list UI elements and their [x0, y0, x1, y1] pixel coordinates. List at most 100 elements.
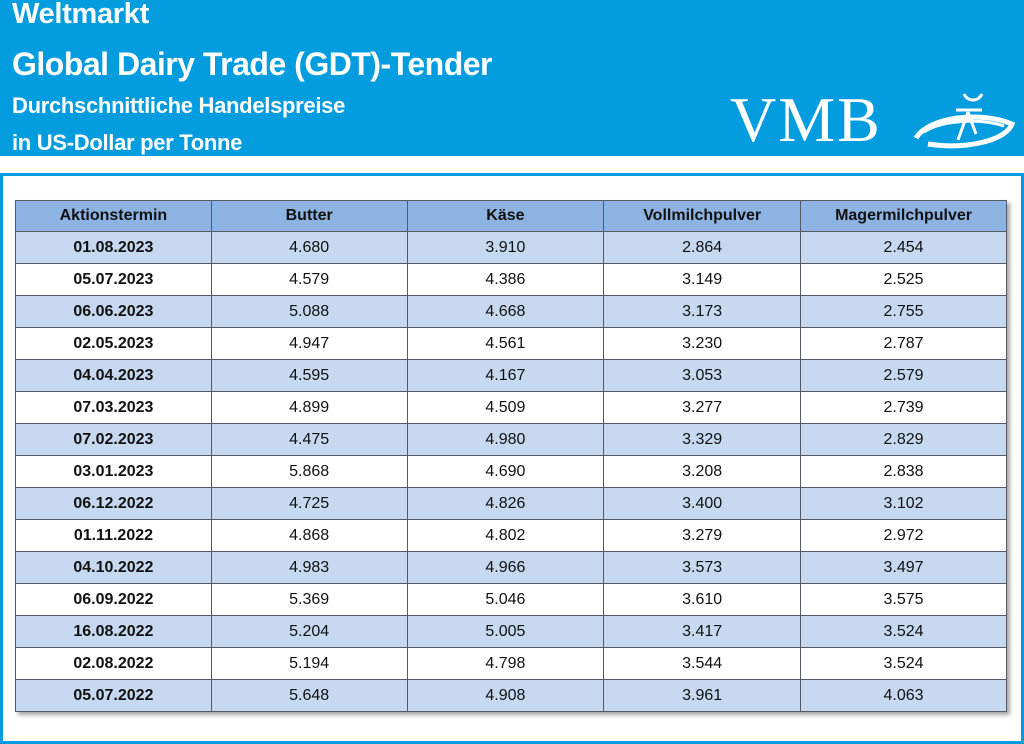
cell-cheese: 3.910 [406, 231, 605, 264]
cell-whole-milk-powder: 3.230 [603, 327, 802, 360]
table-row: 06.06.2023 5.088 4.668 3.173 2.755 [15, 295, 1007, 328]
cell-whole-milk-powder: 3.610 [603, 583, 802, 616]
table-row: 04.10.2022 4.983 4.966 3.573 3.497 [15, 551, 1007, 584]
cell-butter: 4.680 [210, 231, 408, 264]
table-row: 02.05.2023 4.947 4.561 3.230 2.787 [15, 327, 1007, 360]
cell-cheese: 4.826 [406, 487, 605, 520]
cell-whole-milk-powder: 3.961 [603, 679, 802, 712]
logo-emblem-icon [913, 93, 1016, 149]
cell-butter: 4.579 [210, 263, 408, 296]
cell-date: 04.04.2023 [15, 359, 212, 392]
cell-date: 07.03.2023 [15, 391, 212, 424]
cell-cheese: 4.966 [406, 551, 605, 584]
cell-skim-milk-powder: 2.787 [800, 327, 1007, 360]
cell-butter: 5.204 [210, 615, 408, 648]
cell-skim-milk-powder: 3.524 [800, 647, 1007, 680]
cell-cheese: 4.980 [406, 423, 605, 456]
cell-skim-milk-powder: 2.972 [800, 519, 1007, 552]
cell-date: 01.08.2023 [15, 231, 212, 264]
cell-cheese: 4.167 [406, 359, 605, 392]
cell-skim-milk-powder: 2.755 [800, 295, 1007, 328]
cell-skim-milk-powder: 2.838 [800, 455, 1007, 488]
cell-skim-milk-powder: 3.575 [800, 583, 1007, 616]
column-header-date: Aktionstermin [15, 200, 212, 232]
cell-butter: 4.475 [210, 423, 408, 456]
cell-skim-milk-powder: 2.739 [800, 391, 1007, 424]
cell-butter: 5.088 [210, 295, 408, 328]
table-row: 02.08.2022 5.194 4.798 3.544 3.524 [15, 647, 1007, 680]
header-subtitle: Global Dairy Trade (GDT)-Tender [12, 46, 492, 82]
cell-cheese: 4.668 [406, 295, 605, 328]
table-row: 01.11.2022 4.868 4.802 3.279 2.972 [15, 519, 1007, 552]
table-row: 06.12.2022 4.725 4.826 3.400 3.102 [15, 487, 1007, 520]
cell-date: 03.01.2023 [15, 455, 212, 488]
cell-whole-milk-powder: 3.053 [603, 359, 802, 392]
cell-whole-milk-powder: 3.208 [603, 455, 802, 488]
cell-date: 06.12.2022 [15, 487, 212, 520]
cell-butter: 5.194 [210, 647, 408, 680]
cell-butter: 5.648 [210, 679, 408, 712]
table-row: 06.09.2022 5.369 5.046 3.610 3.575 [15, 583, 1007, 616]
cell-butter: 4.899 [210, 391, 408, 424]
cell-butter: 5.369 [210, 583, 408, 616]
cell-butter: 4.868 [210, 519, 408, 552]
header-banner: Weltmarkt Global Dairy Trade (GDT)-Tende… [0, 0, 1024, 156]
cell-date: 06.09.2022 [15, 583, 212, 616]
cell-date: 02.05.2023 [15, 327, 212, 360]
cell-skim-milk-powder: 3.102 [800, 487, 1007, 520]
cell-cheese: 5.046 [406, 583, 605, 616]
vmb-logo: VMB [730, 88, 1020, 156]
cell-date: 06.06.2023 [15, 295, 212, 328]
cell-skim-milk-powder: 2.454 [800, 231, 1007, 264]
cell-skim-milk-powder: 2.829 [800, 423, 1007, 456]
header-title: Weltmarkt [12, 0, 149, 30]
cell-date: 05.07.2023 [15, 263, 212, 296]
cell-cheese: 4.509 [406, 391, 605, 424]
cell-whole-milk-powder: 3.173 [603, 295, 802, 328]
cell-whole-milk-powder: 3.544 [603, 647, 802, 680]
cell-skim-milk-powder: 2.579 [800, 359, 1007, 392]
table-frame: Aktionstermin Butter Käse Vollmilchpulve… [0, 173, 1024, 744]
cell-butter: 4.595 [210, 359, 408, 392]
cell-skim-milk-powder: 4.063 [800, 679, 1007, 712]
cell-whole-milk-powder: 3.149 [603, 263, 802, 296]
column-header-whole-milk-powder: Vollmilchpulver [603, 200, 802, 232]
table-row: 05.07.2023 4.579 4.386 3.149 2.525 [15, 263, 1007, 296]
column-header-cheese: Käse [406, 200, 605, 232]
cell-cheese: 4.690 [406, 455, 605, 488]
cell-cheese: 4.908 [406, 679, 605, 712]
table-row: 16.08.2022 5.204 5.005 3.417 3.524 [15, 615, 1007, 648]
gdt-price-table: Aktionstermin Butter Käse Vollmilchpulve… [15, 200, 1007, 712]
table-row: 07.02.2023 4.475 4.980 3.329 2.829 [15, 423, 1007, 456]
table-row: 07.03.2023 4.899 4.509 3.277 2.739 [15, 391, 1007, 424]
cell-whole-milk-powder: 3.329 [603, 423, 802, 456]
column-header-butter: Butter [210, 200, 408, 232]
cell-skim-milk-powder: 2.525 [800, 263, 1007, 296]
cell-date: 05.07.2022 [15, 679, 212, 712]
cell-whole-milk-powder: 3.400 [603, 487, 802, 520]
cell-whole-milk-powder: 3.417 [603, 615, 802, 648]
cell-butter: 5.868 [210, 455, 408, 488]
cell-whole-milk-powder: 3.573 [603, 551, 802, 584]
cell-date: 16.08.2022 [15, 615, 212, 648]
cell-cheese: 4.386 [406, 263, 605, 296]
table-header-row: Aktionstermin Butter Käse Vollmilchpulve… [15, 200, 1007, 232]
cell-butter: 4.947 [210, 327, 408, 360]
cell-cheese: 4.561 [406, 327, 605, 360]
table-row: 04.04.2023 4.595 4.167 3.053 2.579 [15, 359, 1007, 392]
cell-whole-milk-powder: 2.864 [603, 231, 802, 264]
cell-butter: 4.983 [210, 551, 408, 584]
cell-skim-milk-powder: 3.497 [800, 551, 1007, 584]
cell-butter: 4.725 [210, 487, 408, 520]
cell-cheese: 4.798 [406, 647, 605, 680]
header-unit: in US-Dollar per Tonne [12, 130, 243, 155]
cell-date: 02.08.2022 [15, 647, 212, 680]
header-description: Durchschnittliche Handelspreise [12, 93, 346, 118]
cell-cheese: 5.005 [406, 615, 605, 648]
cell-skim-milk-powder: 3.524 [800, 615, 1007, 648]
table-row: 03.01.2023 5.868 4.690 3.208 2.838 [15, 455, 1007, 488]
cell-cheese: 4.802 [406, 519, 605, 552]
logo-text: VMB [730, 84, 882, 155]
cell-date: 01.11.2022 [15, 519, 212, 552]
cell-whole-milk-powder: 3.277 [603, 391, 802, 424]
